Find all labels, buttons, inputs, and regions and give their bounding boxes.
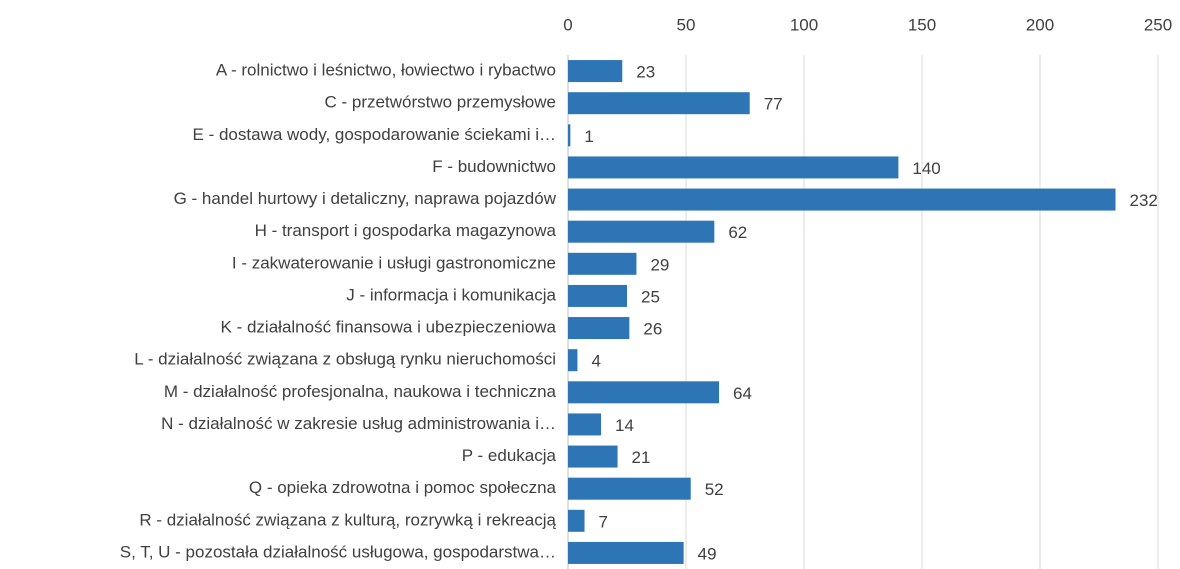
x-tick-label: 0 [563,15,572,34]
bar [568,349,578,372]
value-label: 25 [641,287,660,306]
y-tick-label: M - działalność profesjonalna, naukowa i… [164,382,557,401]
bar [568,124,571,147]
x-tick-label: 250 [1144,15,1172,34]
bar [568,252,637,275]
value-label: 232 [1130,191,1158,210]
value-label: 23 [636,63,655,82]
y-tick-label: G - handel hurtowy i detaliczny, naprawa… [174,189,557,208]
value-label: 29 [650,255,669,274]
y-tick-label: A - rolnictwo i leśnictwo, łowiectwo i r… [216,61,556,80]
value-label: 1 [584,127,593,146]
bar [568,92,750,115]
y-tick-label: S, T, U - pozostała działalność usługowa… [120,542,556,561]
y-tick-label: K - działalność finansowa i ubezpieczeni… [221,318,557,337]
bar [568,509,585,532]
value-label: 21 [632,448,651,467]
bar [568,188,1116,211]
value-label: 52 [705,480,724,499]
bar [568,60,623,83]
value-label: 140 [912,159,940,178]
x-tick-label: 100 [790,15,818,34]
value-label: 4 [591,352,600,371]
y-tick-label: N - działalność w zakresie usług adminis… [161,414,556,433]
y-tick-label: F - budownictwo [432,157,556,176]
value-label: 7 [599,512,608,531]
y-tick-label: I - zakwaterowanie i usługi gastronomicz… [232,253,556,272]
bar [568,156,899,179]
value-label: 26 [643,320,662,339]
value-label: 49 [698,544,717,563]
bar [568,381,720,404]
value-label: 62 [728,223,747,242]
bar [568,220,715,243]
y-tick-label: Q - opieka zdrowotna i pomoc społeczna [249,478,557,497]
x-tick-label: 150 [908,15,936,34]
bar [568,317,630,340]
bar [568,445,618,468]
value-label: 77 [764,95,783,114]
bar [568,541,684,564]
x-tick-label: 200 [1026,15,1054,34]
y-tick-label: L - działalność związana z obsługą rynku… [134,350,556,369]
y-tick-label: R - działalność związana z kulturą, rozr… [139,510,556,529]
bar [568,413,602,436]
y-tick-label: E - dostawa wody, gospodarowanie ściekam… [193,125,556,144]
x-tick-label: 50 [677,15,696,34]
y-tick-label: C - przetwórstwo przemysłowe [325,93,556,112]
bar [568,477,691,500]
bar [568,284,627,307]
y-tick-label: P - edukacja [462,446,557,465]
value-label: 14 [615,416,634,435]
value-label: 64 [733,384,752,403]
y-tick-label: H - transport i gospodarka magazynowa [255,221,557,240]
y-tick-label: J - informacja i komunikacja [346,285,556,304]
